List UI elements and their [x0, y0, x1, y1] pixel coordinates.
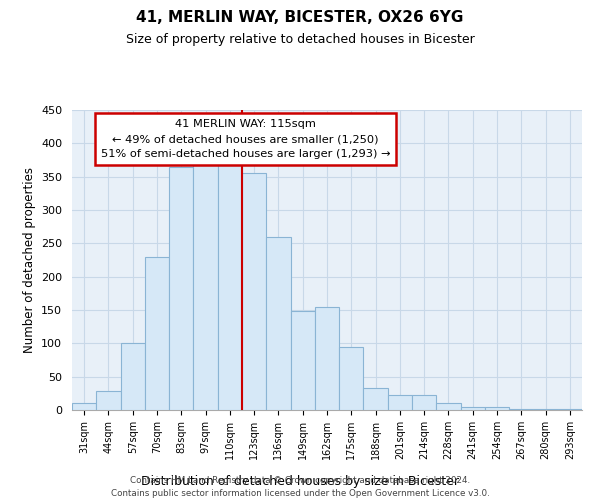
Y-axis label: Number of detached properties: Number of detached properties: [23, 167, 35, 353]
Bar: [436, 404, 461, 410]
Bar: [96, 392, 121, 410]
Bar: [315, 306, 339, 410]
Bar: [193, 164, 218, 410]
Text: Contains HM Land Registry data © Crown copyright and database right 2024.
Contai: Contains HM Land Registry data © Crown c…: [110, 476, 490, 498]
Bar: [169, 166, 193, 410]
Text: 41 MERLIN WAY: 115sqm
← 49% of detached houses are smaller (1,250)
51% of semi-d: 41 MERLIN WAY: 115sqm ← 49% of detached …: [101, 119, 390, 160]
Bar: [72, 404, 96, 410]
Bar: [145, 256, 169, 410]
Bar: [266, 236, 290, 410]
Bar: [558, 408, 582, 410]
Text: Size of property relative to detached houses in Bicester: Size of property relative to detached ho…: [125, 32, 475, 46]
Bar: [412, 396, 436, 410]
Bar: [121, 344, 145, 410]
Bar: [242, 174, 266, 410]
Bar: [461, 408, 485, 410]
Text: Distribution of detached houses by size in Bicester: Distribution of detached houses by size …: [141, 474, 459, 488]
Text: 41, MERLIN WAY, BICESTER, OX26 6YG: 41, MERLIN WAY, BICESTER, OX26 6YG: [136, 10, 464, 25]
Bar: [485, 408, 509, 410]
Bar: [364, 388, 388, 410]
Bar: [388, 396, 412, 410]
Bar: [509, 408, 533, 410]
Bar: [339, 346, 364, 410]
Bar: [218, 160, 242, 410]
Bar: [290, 312, 315, 410]
